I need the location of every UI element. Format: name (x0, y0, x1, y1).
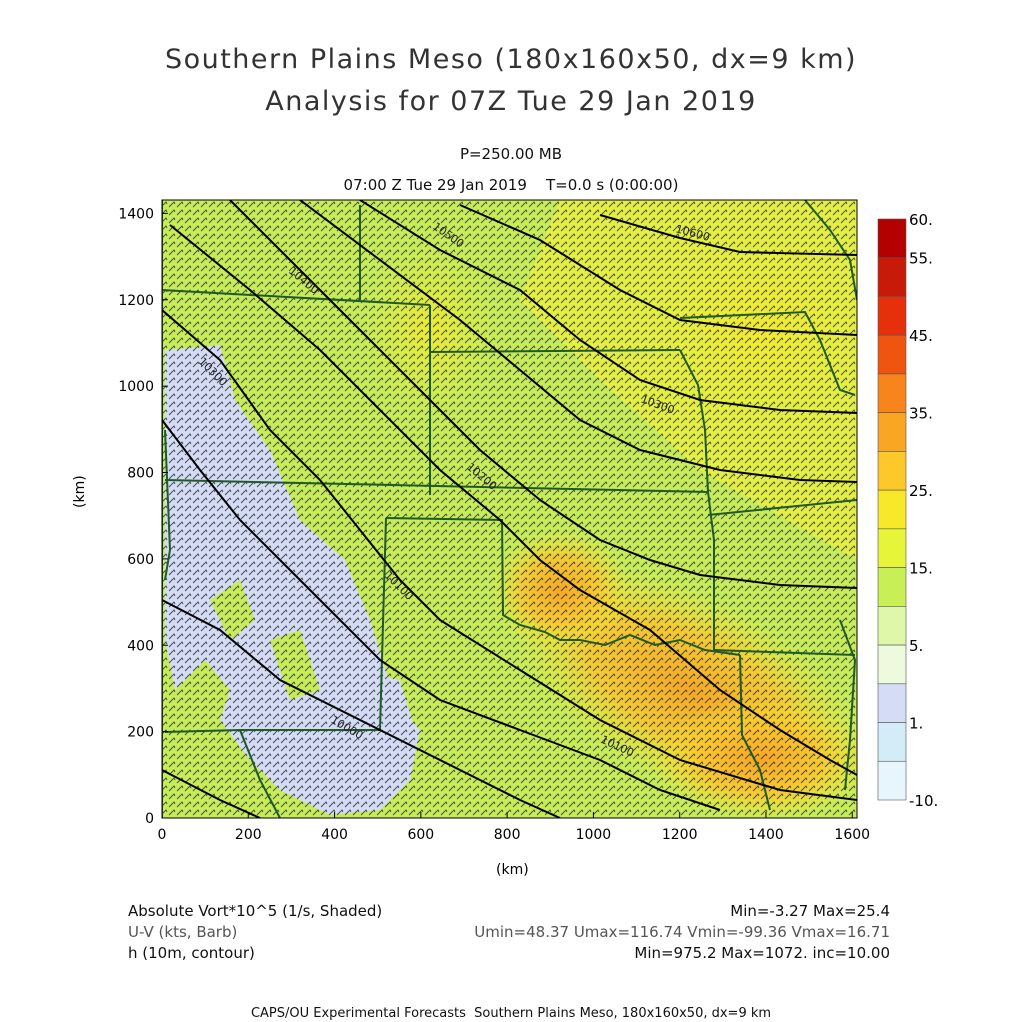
colorbar-swatch (877, 722, 907, 762)
x-axis-ticks: 0 200 400 600 800 1000 1200 1400 1600 (158, 812, 870, 843)
y-tick-label: 1000 (118, 379, 154, 395)
colorbar-label: 15. (909, 560, 933, 578)
legend-field-3-stats: Min=975.2 Max=1072. inc=10.00 (634, 944, 890, 962)
colorbar-label: 55. (909, 250, 933, 268)
y-axis-unit: (km) (72, 475, 88, 508)
legend-field-1-stats: Min=-3.27 Max=25.4 (730, 902, 890, 920)
title-line-1: Southern Plains Meso (180x160x50, dx=9 k… (164, 44, 858, 75)
x-tick-label: 1000 (576, 827, 612, 843)
shaded-vorticity-field: 10400 10500 10600 10300 10200 10300 1010… (162, 200, 857, 818)
colorbar-swatch (877, 644, 907, 685)
y-tick-label: 400 (127, 638, 154, 654)
legend-field-1: Absolute Vort*10^5 (1/s, Shaded) (128, 902, 383, 920)
x-tick-label: 0 (158, 827, 167, 843)
y-tick-label: 1200 (118, 293, 154, 309)
colorbar: 60. 55. 45. 35. 25. 15. 5. 1. -10. (877, 211, 938, 810)
valid-time: 07:00 Z Tue 29 Jan 2019 T=0.0 s (0:00:00… (343, 176, 679, 194)
colorbar-swatch (877, 760, 907, 801)
colorbar-swatch (877, 296, 907, 336)
colorbar-swatch (877, 334, 907, 375)
pressure-level: P=250.00 MB (459, 145, 563, 163)
x-tick-label: 800 (494, 827, 521, 843)
y-tick-label: 200 (127, 725, 154, 741)
x-tick-label: 200 (235, 827, 262, 843)
y-tick-label: 1400 (118, 206, 154, 222)
colorbar-label: 60. (909, 211, 933, 229)
colorbar-swatch (877, 412, 907, 452)
x-axis-unit: (km) (496, 862, 529, 878)
colorbar-swatch (877, 528, 907, 568)
x-tick-label: 600 (407, 827, 434, 843)
legend-field-2-stats: Umin=48.37 Umax=116.74 Vmin=-99.36 Vmax=… (474, 923, 890, 941)
colorbar-label: 45. (909, 327, 933, 345)
colorbar-swatch (877, 218, 907, 259)
x-tick-label: 1400 (748, 827, 784, 843)
x-tick-label: 1600 (834, 827, 870, 843)
colorbar-label: 1. (909, 715, 923, 733)
y-tick-label: 0 (145, 811, 154, 827)
y-tick-label: 800 (127, 466, 154, 482)
colorbar-swatch (877, 451, 907, 491)
height-contours (162, 200, 857, 818)
footer-credit: CAPS/OU Experimental Forecasts Southern … (250, 1006, 772, 1021)
colorbar-label: -10. (909, 792, 938, 810)
x-tick-label: 400 (321, 827, 348, 843)
colorbar-swatch (877, 683, 907, 723)
title-line-2: Analysis for 07Z Tue 29 Jan 2019 (265, 86, 757, 117)
x-tick-label: 1200 (662, 827, 698, 843)
colorbar-swatch (877, 257, 907, 297)
colorbar-swatch (877, 373, 907, 413)
legend-field-2: U-V (kts, Barb) (128, 923, 238, 941)
colorbar-label: 25. (909, 482, 933, 500)
colorbar-swatch (877, 606, 907, 646)
y-tick-label: 600 (127, 552, 154, 568)
y-axis-ticks: 0 200 400 600 800 1000 1200 1400 (118, 206, 168, 827)
legend-field-3: h (10m, contour) (128, 944, 255, 962)
plot-frame (161, 199, 858, 819)
colorbar-swatch (877, 489, 907, 530)
colorbar-label: 35. (909, 405, 933, 423)
colorbar-swatch (877, 567, 907, 607)
colorbar-label: 5. (909, 637, 923, 655)
